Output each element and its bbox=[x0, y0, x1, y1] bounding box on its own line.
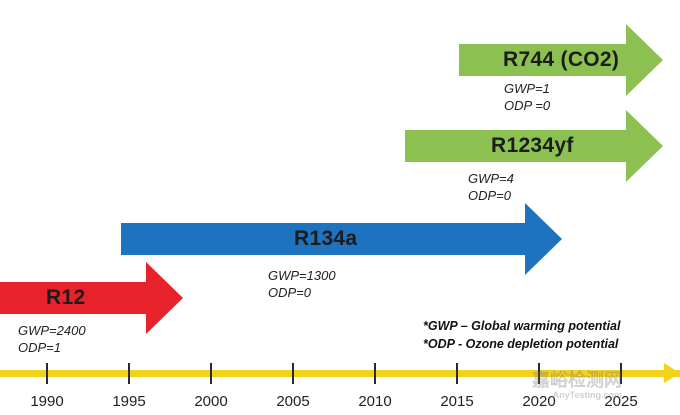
arrow-r1234yf-label: R1234yf bbox=[491, 134, 574, 157]
arrow-r134a-label: R134a bbox=[294, 227, 358, 250]
arrow-r744: R744 (CO2) bbox=[459, 24, 663, 96]
arrow-r744-shape bbox=[459, 24, 663, 96]
watermark: 嘉峪检测网 AnyTesting.com bbox=[532, 366, 622, 400]
watermark-sub: AnyTesting.com bbox=[552, 390, 622, 400]
r134a-gwp: GWP=1300 bbox=[268, 268, 336, 283]
year-label: 2010 bbox=[358, 393, 392, 410]
timeline-arrowhead bbox=[664, 363, 680, 383]
year-label: 2005 bbox=[276, 393, 310, 410]
tick-2010 bbox=[374, 363, 376, 384]
r744-gwp: GWP=1 bbox=[504, 81, 550, 96]
r744-odp: ODP =0 bbox=[504, 98, 551, 113]
arrow-r1234yf-shape bbox=[405, 110, 663, 182]
tick-2005 bbox=[292, 363, 294, 384]
tick-2020 bbox=[538, 363, 540, 384]
year-label: 1990 bbox=[30, 393, 64, 410]
tick-1990 bbox=[46, 363, 48, 384]
year-label: 2015 bbox=[440, 393, 474, 410]
r134a-metrics: GWP=1300 ODP=0 bbox=[268, 267, 336, 301]
arrow-r12: R12 bbox=[0, 262, 183, 334]
watermark-main: 嘉峪检测网 bbox=[532, 370, 622, 390]
arrow-r134a-shape bbox=[121, 203, 562, 275]
legend: *GWP – Global warming potential *ODP - O… bbox=[423, 317, 620, 353]
arrow-r12-label: R12 bbox=[46, 286, 86, 309]
tick-2025 bbox=[620, 363, 622, 384]
arrow-r744-label: R744 (CO2) bbox=[503, 48, 620, 71]
legend-gwp: *GWP – Global warming potential bbox=[423, 319, 621, 333]
r12-odp: ODP=1 bbox=[18, 340, 61, 355]
r1234yf-metrics: GWP=4 ODP=0 bbox=[468, 170, 514, 204]
arrow-r1234yf: R1234yf bbox=[405, 110, 663, 182]
year-label: 2025 bbox=[604, 393, 638, 410]
r12-gwp: GWP=2400 bbox=[18, 323, 86, 338]
year-label: 2000 bbox=[194, 393, 228, 410]
arrow-r134a: R134a bbox=[121, 203, 562, 275]
arrow-r12-shape bbox=[0, 262, 183, 334]
legend-odp: *ODP - Ozone depletion potential bbox=[423, 337, 619, 351]
r1234yf-odp: ODP=0 bbox=[468, 188, 511, 203]
r1234yf-gwp: GWP=4 bbox=[468, 171, 514, 186]
tick-2015 bbox=[456, 363, 458, 384]
r134a-odp: ODP=0 bbox=[268, 285, 311, 300]
timeline-axis bbox=[0, 370, 680, 377]
year-label: 1995 bbox=[112, 393, 146, 410]
r12-metrics: GWP=2400 ODP=1 bbox=[18, 322, 86, 356]
r744-metrics: GWP=1 ODP =0 bbox=[504, 80, 550, 114]
tick-2000 bbox=[210, 363, 212, 384]
tick-1995 bbox=[128, 363, 130, 384]
year-label: 2020 bbox=[522, 393, 556, 410]
